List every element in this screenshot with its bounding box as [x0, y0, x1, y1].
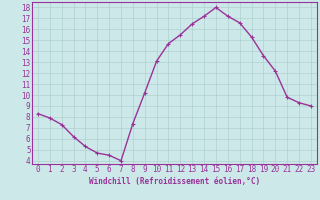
X-axis label: Windchill (Refroidissement éolien,°C): Windchill (Refroidissement éolien,°C)	[89, 177, 260, 186]
